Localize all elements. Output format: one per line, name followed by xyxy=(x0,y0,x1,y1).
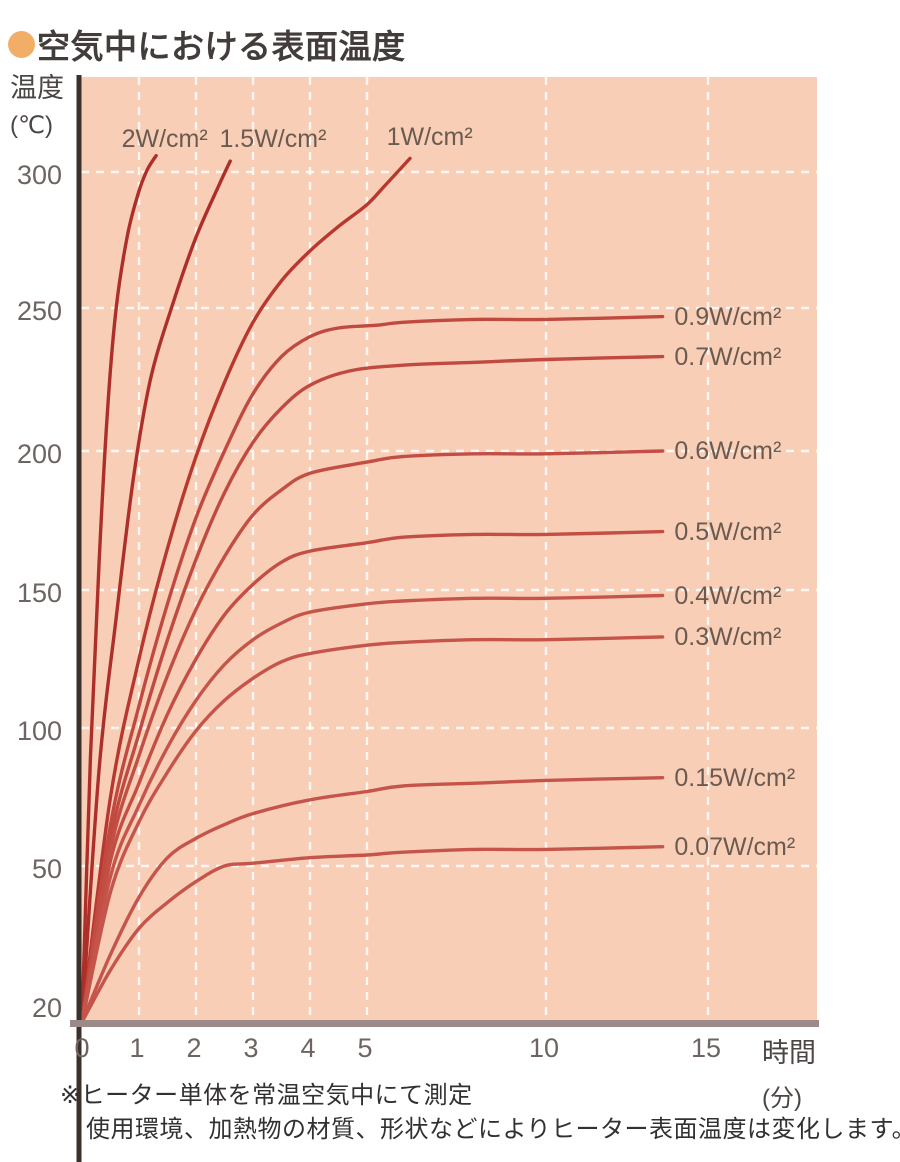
footnote-line-1: ※ヒーター単体を常温空気中にて測定 xyxy=(60,1082,473,1109)
x-tick-label: 2 xyxy=(186,1033,202,1063)
x-tick-label: 1 xyxy=(129,1033,145,1063)
curve-0.5w-cm2 xyxy=(80,529,665,1024)
x-tick-label: 4 xyxy=(300,1033,316,1063)
x-tick-label: 3 xyxy=(243,1033,259,1063)
curve-0.4w-cm2 xyxy=(80,593,665,1024)
curve-label-1.5w-cm2: 1.5W/cm² xyxy=(219,125,327,154)
plot-area xyxy=(81,77,817,1020)
y-tick-label: 150 xyxy=(16,578,62,608)
curve-label-0.15w-cm2: 0.15W/cm² xyxy=(674,763,796,792)
y-tick-label: 20 xyxy=(31,993,62,1023)
y-axis-title-text: 温度 xyxy=(10,73,64,103)
footnotes: ※ヒーター単体を常温空気中にて測定 使用環境、加熱物の材質、形状などによりヒータ… xyxy=(60,1079,900,1147)
curve-0.7w-cm2 xyxy=(80,354,665,1024)
curve-2w-cm2 xyxy=(80,154,158,1024)
orange-bullet-icon xyxy=(8,30,35,58)
y-axis-unit: (℃) xyxy=(10,112,53,139)
footnote-line-2: 使用環境、加熱物の材質、形状などによりヒーター表面温度は変化します。 xyxy=(86,1116,900,1143)
x-axis-title-text: 時間 xyxy=(762,1038,816,1068)
x-tick-label: 15 xyxy=(690,1033,722,1063)
x-axis-unit: (分) xyxy=(762,1085,802,1112)
x-tick-label: 0 xyxy=(74,1033,90,1063)
curve-0.9w-cm2 xyxy=(80,314,665,1024)
curves xyxy=(80,154,665,1024)
curve-label-0.3w-cm2: 0.3W/cm² xyxy=(674,622,782,651)
curve-0.07w-cm2 xyxy=(80,845,665,1024)
y-tick-label: 250 xyxy=(16,296,62,326)
y-tick-label: 100 xyxy=(16,716,62,746)
curve-label-0.5w-cm2: 0.5W/cm² xyxy=(674,517,782,546)
curve-0.15w-cm2 xyxy=(80,776,665,1024)
curve-label-0.6w-cm2: 0.6W/cm² xyxy=(674,437,782,465)
curve-label-0.7w-cm2: 0.7W/cm² xyxy=(674,342,782,371)
x-axis-line xyxy=(70,1020,819,1027)
x-tick-label: 5 xyxy=(357,1033,373,1063)
section-title: 空気中における表面温度 xyxy=(8,20,406,68)
y-tick-label: 200 xyxy=(16,439,62,469)
y-tick-label: 50 xyxy=(31,854,62,884)
page-title: 空気中における表面温度 xyxy=(37,28,406,65)
x-tick-label: 10 xyxy=(528,1033,560,1063)
y-axis-title: 温度 (℃) xyxy=(10,66,64,140)
y-axis-line xyxy=(76,75,82,1162)
curve-0.3w-cm2 xyxy=(80,635,665,1024)
curve-0.6w-cm2 xyxy=(80,449,665,1024)
curve-1.5w-cm2 xyxy=(80,159,232,1024)
x-axis-title: 時間 (分) xyxy=(762,1031,816,1113)
curve-label-1w-cm2: 1W/cm² xyxy=(386,122,473,151)
curve-1w-cm2 xyxy=(80,156,412,1024)
curve-label-0.4w-cm2: 0.4W/cm² xyxy=(674,581,782,610)
y-tick-label: 300 xyxy=(16,160,62,190)
curve-label-0.07w-cm2: 0.07W/cm² xyxy=(674,832,796,861)
curve-label-2w-cm2: 2W/cm² xyxy=(121,125,208,154)
curve-label-0.9w-cm2: 0.9W/cm² xyxy=(674,302,782,331)
